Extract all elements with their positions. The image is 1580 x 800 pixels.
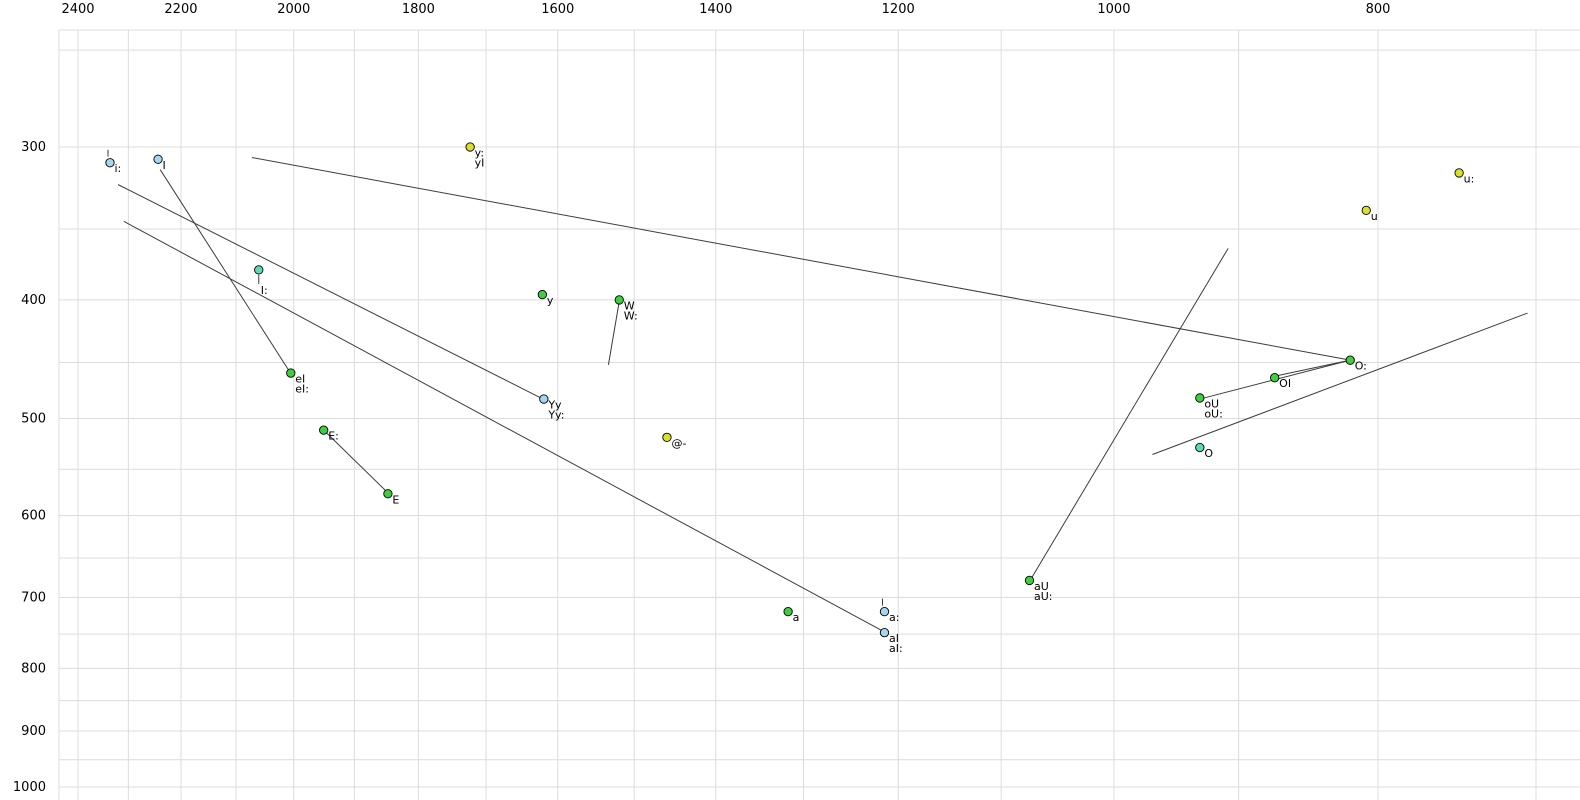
point-label: aI (889, 632, 899, 645)
point-label: W (624, 299, 635, 312)
x-tick-label: 2000 (277, 2, 310, 17)
data-point-O: (1345, 355, 1355, 365)
data-point-OI (1270, 373, 1280, 383)
y-tick-label: 700 (21, 590, 46, 605)
data-point-aI (879, 628, 890, 638)
point-label: OI (1279, 377, 1291, 390)
x-tick-label: 1600 (541, 2, 574, 17)
point-label: E: (328, 430, 339, 443)
point-label: W: (624, 309, 638, 322)
point-label: u (1371, 210, 1378, 223)
x-tick-label: 1000 (1097, 2, 1130, 17)
point-label: eI (295, 373, 305, 386)
point-label: Yy: (547, 409, 564, 422)
y-tick-label: 300 (21, 140, 46, 155)
data-point-y: (465, 142, 475, 152)
point-label: y: (475, 147, 484, 160)
point-label: I (163, 159, 166, 172)
data-point-I (153, 154, 163, 164)
x-tick-label: 1200 (882, 2, 915, 17)
data-point-a: (879, 606, 890, 617)
point-label: I: (261, 284, 268, 297)
point-label: u: (1464, 172, 1475, 185)
x-tick-label: 1800 (402, 2, 435, 17)
point-label: a (793, 611, 800, 624)
data-point-oU (1195, 393, 1205, 403)
y-tick-label: 400 (21, 293, 46, 308)
point-label: aI: (889, 642, 903, 655)
x-tick-label: 1400 (699, 2, 732, 17)
point-label: oU: (1204, 407, 1223, 420)
x-tick-label: 2200 (164, 2, 197, 17)
data-point-E (383, 489, 393, 499)
point-label: Yy (547, 399, 562, 412)
trajectory-line (1273, 359, 1351, 378)
trajectory-line (123, 220, 885, 633)
data-point-i: (105, 158, 115, 168)
trajectory-line (1152, 312, 1528, 455)
point-label: O: (1355, 360, 1367, 373)
data-point-W (614, 295, 624, 305)
y-tick-label: 500 (21, 412, 46, 427)
data-point-eI (286, 368, 296, 378)
data-point-u (1361, 205, 1371, 216)
data-point-E: (319, 425, 329, 435)
point-label: aU: (1034, 590, 1053, 603)
trajectory-line (159, 169, 290, 372)
data-point-y (537, 289, 548, 300)
y-tick-label: 900 (21, 724, 46, 739)
point-label: a: (889, 611, 899, 624)
trajectory-line (251, 157, 1351, 361)
trajectory-line (607, 301, 620, 365)
point-label: oU (1204, 397, 1219, 410)
data-point-a (783, 606, 793, 617)
point-label: eI: (295, 383, 309, 396)
data-point-I: (254, 265, 264, 275)
trajectory-line (323, 429, 389, 494)
y-tick-label: 600 (21, 508, 46, 523)
x-tick-label: 2400 (61, 2, 94, 17)
point-label: @- (671, 437, 686, 450)
point-label: y (547, 294, 554, 307)
point-label: i: (114, 162, 121, 175)
data-point-Yy (539, 394, 549, 404)
x-tick-label: 800 (1366, 2, 1391, 17)
point-label: E (392, 493, 399, 506)
point-label: O (1204, 447, 1213, 460)
data-point-@- (662, 432, 672, 442)
data-point-u: (1454, 168, 1464, 178)
trajectory-line (1030, 248, 1229, 580)
y-tick-label: 1000 (13, 780, 46, 795)
point-label: aU (1034, 580, 1049, 593)
point-label: yI (475, 157, 485, 170)
data-point-O (1195, 442, 1205, 453)
y-tick-label: 800 (21, 661, 46, 676)
data-point-aU (1024, 575, 1035, 586)
trajectory-line (117, 184, 544, 400)
